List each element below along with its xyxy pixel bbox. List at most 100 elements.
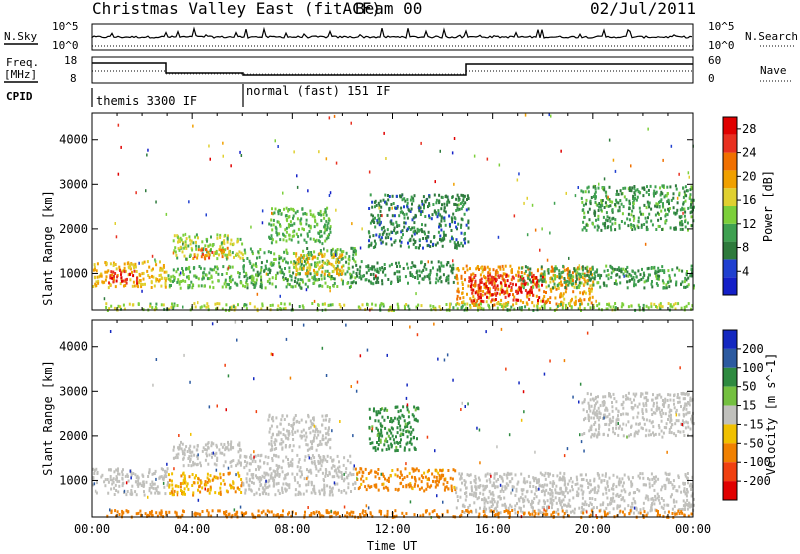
data-cell-region-7 — [684, 474, 687, 478]
data-cell-region-10 — [572, 290, 575, 294]
data-cell-region-11 — [515, 283, 517, 287]
data-cell-region-7 — [672, 486, 675, 490]
data-cell-region-3 — [285, 482, 288, 486]
data-cell-region-5 — [330, 249, 333, 253]
data-cell-region-12 — [633, 282, 636, 286]
data-cell-region-9 — [449, 239, 452, 243]
data-cell-region-5 — [299, 285, 302, 289]
data-cell-region-7 — [619, 504, 622, 508]
data-cell-region-7 — [527, 500, 530, 504]
data-cell-region-1 — [178, 443, 181, 447]
data-cell-region-10 — [506, 291, 509, 295]
data-cell-region-1 — [204, 443, 207, 447]
data-cell-region-10 — [549, 287, 552, 291]
data-cell-region-9 — [412, 216, 415, 220]
data-cell-region-13 — [651, 223, 654, 227]
data-cell-region-12 — [686, 270, 688, 273]
data-cell-region-5 — [275, 273, 278, 277]
data-cell-region-9 — [377, 201, 380, 205]
data-cell-region-5 — [281, 271, 284, 275]
data-cell-region-8 — [360, 260, 363, 264]
data-cell-region-14 — [170, 305, 173, 309]
data-cell-region-10 — [565, 283, 567, 287]
data-cell-region-11 — [501, 288, 504, 292]
data-cell-region-4 — [167, 274, 170, 278]
data-cell-region-4 — [302, 428, 305, 432]
data-cell-region-7 — [522, 500, 525, 504]
data-cell-region-7 — [492, 498, 495, 501]
data-cell-region-9 — [427, 230, 430, 234]
data-cell-region-3 — [333, 475, 336, 479]
data-cell-region-3 — [267, 480, 270, 484]
data-cell-region-3 — [343, 489, 346, 493]
data-cell-region-7 — [627, 475, 630, 479]
data-cell-region-9 — [463, 194, 466, 198]
data-cell-region-8 — [356, 274, 358, 278]
data-cell-region-3 — [281, 491, 284, 494]
data-cell-region-3 — [315, 467, 318, 471]
data-cell-region-2 — [230, 486, 233, 490]
data-cell-region-1 — [192, 463, 195, 467]
data-cell-region-14 — [564, 303, 567, 307]
data-cell-region-9 — [441, 196, 444, 199]
data-cell-region-5 — [412, 469, 415, 473]
data-cell-region-10 — [462, 300, 465, 304]
data-cell-region-5 — [449, 476, 452, 480]
data-cell-region-3 — [205, 254, 208, 258]
data-cell-region-6 — [410, 430, 413, 434]
data-cell-region-8 — [447, 274, 450, 278]
data-cell-region-10 — [562, 301, 565, 305]
data-cell-region-14 — [167, 307, 170, 311]
data-cell-region-14 — [612, 305, 615, 309]
data-cell-region-1 — [215, 443, 218, 447]
data-cell-region-9 — [433, 193, 436, 197]
data-cell-region-4 — [328, 418, 331, 421]
data-cell-region-5 — [254, 283, 257, 287]
data-cell-region-14 — [605, 307, 608, 311]
data-cell-region-2 — [231, 485, 234, 489]
data-cell-region-4 — [242, 284, 244, 288]
data-cell-region-9 — [395, 194, 398, 198]
data-cell-region-6 — [280, 212, 283, 216]
data-cell-region-3 — [201, 253, 204, 256]
data-cell-region-5 — [346, 281, 349, 285]
data-cell-region-3 — [223, 250, 225, 254]
data-cell-region-14 — [301, 304, 304, 308]
data-cell-region-5 — [438, 474, 441, 478]
data-cell-region-13 — [598, 205, 601, 209]
data-cell-region-7 — [606, 481, 609, 485]
scatter-cell — [623, 274, 625, 278]
data-cell-region-5 — [282, 278, 285, 282]
data-cell-region-0 — [129, 278, 132, 282]
data-cell-region-0 — [119, 282, 122, 286]
data-cell-region-2 — [222, 479, 225, 483]
data-cell-region-12 — [638, 278, 641, 282]
data-cell-region-1 — [128, 272, 131, 276]
data-cell-region-6 — [314, 239, 317, 243]
scatter-cell — [577, 186, 579, 189]
data-cell-region-6 — [412, 428, 415, 432]
data-cell-region-12 — [580, 275, 582, 278]
data-cell-region-9 — [444, 233, 447, 237]
data-cell-region-4 — [287, 422, 290, 426]
data-cell-region-5 — [444, 486, 447, 490]
data-cell-region-7 — [504, 502, 506, 506]
data-cell-region-7 — [542, 505, 545, 509]
data-cell-region-5 — [293, 280, 296, 283]
data-cell-region-0 — [160, 467, 163, 471]
data-cell-region-8 — [409, 274, 412, 277]
data-cell-region-5 — [319, 284, 322, 288]
data-cell-region-7 — [576, 490, 579, 494]
data-cell-region-13 — [666, 200, 669, 204]
data-cell-region-7 — [561, 490, 564, 494]
data-cell-region-9 — [457, 243, 460, 247]
data-cell-region-5 — [260, 283, 263, 287]
data-cell-region-10 — [577, 266, 580, 270]
data-cell-region-0 — [154, 469, 157, 473]
data-cell-region-11 — [518, 285, 521, 289]
data-cell-region-2 — [214, 491, 217, 495]
data-cell-region-4 — [205, 273, 208, 277]
data-cell-region-3 — [329, 491, 332, 494]
data-cell-region-7 — [581, 509, 584, 513]
data-cell-region-13 — [605, 204, 608, 208]
